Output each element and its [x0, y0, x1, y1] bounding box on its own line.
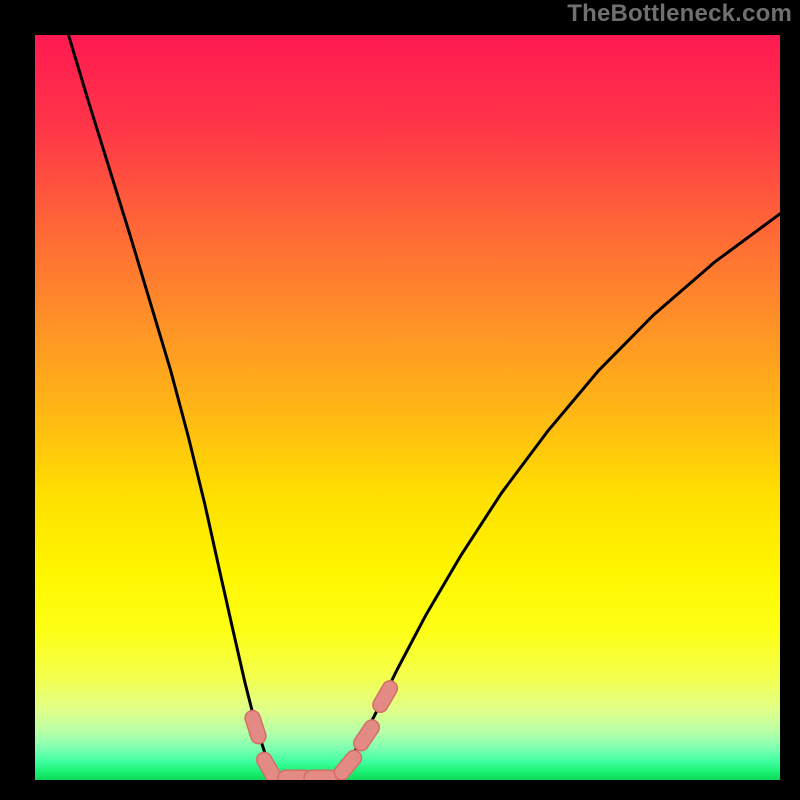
plot-area	[35, 35, 780, 780]
watermark-text: TheBottleneck.com	[567, 0, 792, 28]
marker-capsule	[304, 770, 338, 780]
bottleneck-curve	[69, 35, 780, 778]
marker-capsule	[331, 747, 364, 780]
image-root: TheBottleneck.com	[0, 0, 800, 800]
marker-group	[243, 678, 400, 780]
marker-capsule	[351, 717, 382, 754]
plot-svg	[35, 35, 780, 780]
marker-capsule	[243, 709, 268, 746]
marker-capsule	[370, 678, 400, 715]
